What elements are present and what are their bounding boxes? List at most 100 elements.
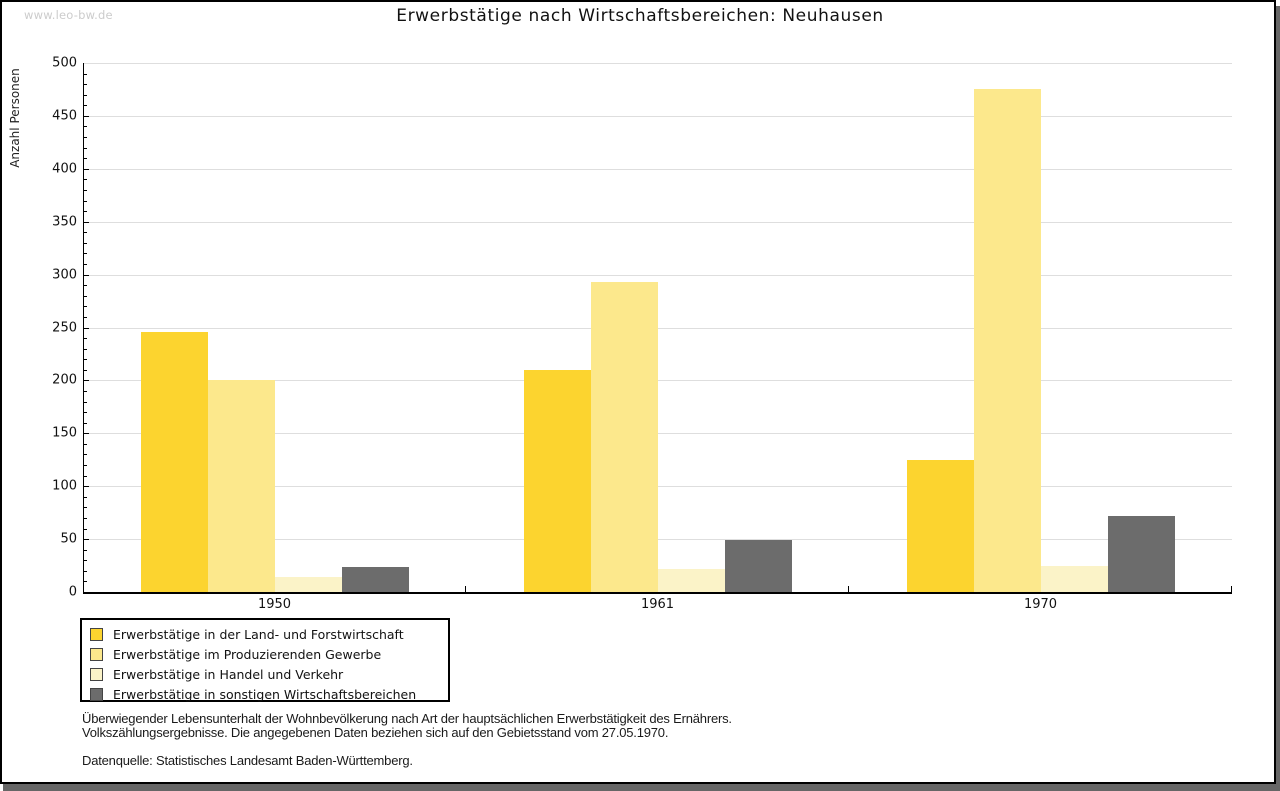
y-axis-major-tick: [83, 380, 89, 382]
y-axis-minor-tick: [83, 359, 87, 361]
x-category-label: 1970: [1023, 597, 1058, 612]
y-axis-minor-tick: [83, 200, 87, 202]
y-tick-label: 300: [52, 267, 77, 283]
legend-item-2: Erwerbstätige im Produzierenden Gewerbe: [82, 644, 448, 664]
legend-swatch-icon: [90, 667, 103, 681]
y-axis-minor-tick: [83, 369, 87, 371]
y-axis-major-tick: [83, 433, 89, 435]
gridline: [83, 486, 1232, 488]
y-axis-minor-tick: [83, 570, 87, 572]
legend-label: Erwerbstätige im Produzierenden Gewerbe: [113, 646, 382, 662]
y-axis-minor-tick: [83, 232, 87, 234]
watermark: www.leo-bw.de: [24, 8, 113, 22]
legend-item-3: Erwerbstätige in Handel und Verkehr: [82, 664, 448, 684]
y-axis-major-tick: [83, 115, 89, 117]
y-axis-minor-tick: [83, 549, 87, 551]
y-axis-minor-tick: [83, 158, 87, 160]
footnote-line-1: Überwiegender Lebensunterhalt der Wohnbe…: [82, 711, 732, 726]
gridline: [83, 63, 1232, 64]
gridline: [83, 327, 1232, 329]
y-axis-minor-tick: [83, 179, 87, 181]
x-axis-tick: [465, 586, 466, 592]
gridline: [83, 115, 1232, 117]
y-axis-minor-tick: [83, 94, 87, 96]
y-axis-minor-tick: [83, 507, 87, 509]
frame-shadow-bottom: [3, 784, 1280, 791]
y-axis-minor-tick: [83, 147, 87, 149]
x-axis-tick: [1231, 586, 1232, 592]
legend-label: Erwerbstätige in Handel und Verkehr: [113, 666, 344, 682]
bar-1961-series4: [724, 540, 792, 592]
gridline: [83, 168, 1232, 170]
chart-title: Erwerbstätige nach Wirtschaftsbereichen:…: [396, 6, 884, 26]
bar-1950-series3: [274, 577, 342, 592]
gridline: [83, 539, 1232, 541]
frame-shadow-right: [1276, 6, 1280, 784]
bar-1970-series1: [906, 459, 974, 592]
y-tick-label: 500: [52, 55, 77, 71]
bar-1950-series1: [140, 331, 208, 592]
y-axis-minor-tick: [83, 412, 87, 414]
y-tick-label: 50: [60, 531, 77, 547]
y-tick-label: 400: [52, 161, 77, 177]
y-tick-label: 100: [52, 478, 77, 494]
y-axis-minor-tick: [83, 560, 87, 562]
y-axis-minor-tick: [83, 465, 87, 467]
bar-1970-series2: [973, 89, 1041, 592]
y-axis-minor-tick: [83, 581, 87, 583]
y-axis-major-tick: [83, 221, 89, 223]
legend-label: Erwerbstätige in der Land- und Forstwirt…: [113, 626, 404, 642]
y-axis-minor-tick: [83, 528, 87, 530]
y-axis-major-tick: [83, 274, 89, 276]
y-axis-minor-tick: [83, 348, 87, 350]
gridline: [83, 274, 1232, 276]
y-axis-minor-tick: [83, 105, 87, 107]
y-axis-minor-tick: [83, 73, 87, 75]
data-source-line: Datenquelle: Statistisches Landesamt Bad…: [82, 753, 413, 768]
bar-1950-series4: [341, 566, 409, 592]
y-tick-label: 450: [52, 108, 77, 124]
x-axis-line: [83, 592, 1232, 594]
bar-1961-series3: [657, 568, 725, 592]
bar-1950-series2: [207, 380, 275, 592]
y-axis-minor-tick: [83, 390, 87, 392]
legend-swatch-icon: [90, 687, 103, 701]
y-axis-minor-tick: [83, 295, 87, 297]
x-category-label: 1961: [640, 597, 675, 612]
y-axis-minor-tick: [83, 242, 87, 244]
y-tick-label: 350: [52, 214, 77, 230]
y-axis-minor-tick: [83, 126, 87, 128]
y-tick-label: 0: [68, 584, 77, 600]
y-tick-label: 200: [52, 372, 77, 388]
y-axis-minor-tick: [83, 264, 87, 266]
y-axis-title: Anzahl Personen: [8, 68, 22, 168]
gridline: [83, 380, 1232, 382]
y-axis-minor-tick: [83, 443, 87, 445]
y-axis-minor-tick: [83, 475, 87, 477]
gridline: [83, 433, 1232, 435]
y-axis-minor-tick: [83, 517, 87, 519]
y-axis-minor-tick: [83, 211, 87, 213]
y-axis-minor-tick: [83, 306, 87, 308]
y-axis-minor-tick: [83, 454, 87, 456]
y-tick-label: 250: [52, 320, 77, 335]
y-axis-minor-tick: [83, 316, 87, 318]
legend-item-1: Erwerbstätige in der Land- und Forstwirt…: [82, 624, 448, 644]
y-axis-major-tick: [83, 486, 89, 488]
legend-swatch-icon: [90, 647, 103, 661]
y-axis-minor-tick: [83, 338, 87, 340]
y-axis-major-tick: [83, 168, 89, 170]
y-axis-minor-tick: [83, 422, 87, 424]
x-axis-tick: [848, 586, 849, 592]
y-axis-major-tick: [83, 327, 89, 329]
y-axis-minor-tick: [83, 137, 87, 139]
legend-label: Erwerbstätige in sonstigen Wirtschaftsbe…: [113, 686, 417, 702]
y-axis-minor-tick: [83, 285, 87, 287]
y-axis-line: [83, 63, 84, 593]
y-tick-label: 150: [52, 425, 77, 441]
y-axis-minor-tick: [83, 496, 87, 498]
bar-1970-series4: [1107, 515, 1175, 592]
legend: Erwerbstätige in der Land- und Forstwirt…: [80, 618, 450, 702]
bar-1961-series1: [523, 369, 591, 592]
